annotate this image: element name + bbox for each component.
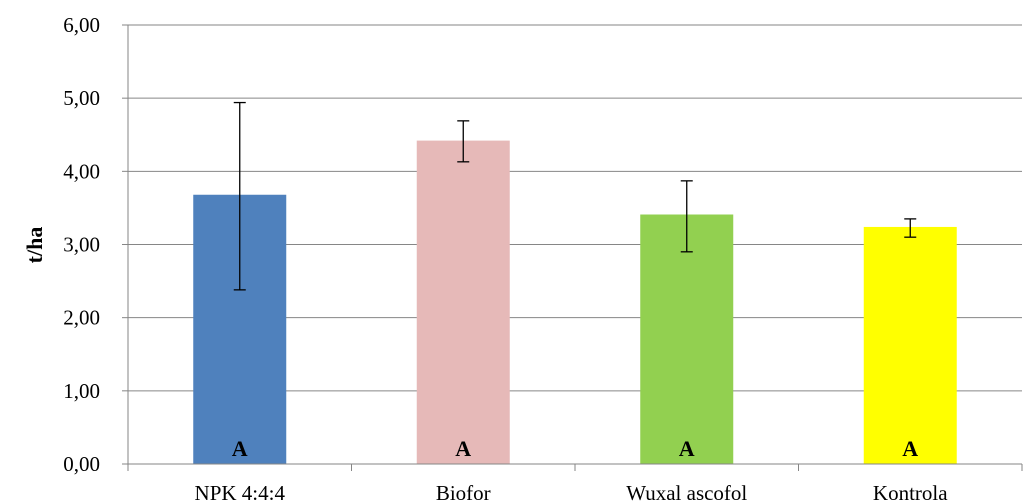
y-tick-label: 6,00 xyxy=(63,13,100,37)
y-tick-label: 1,00 xyxy=(63,379,100,403)
y-axis-title: t/ha xyxy=(22,227,47,264)
axes xyxy=(122,24,1023,471)
y-tick-label: 5,00 xyxy=(63,86,100,110)
significance-label: A xyxy=(455,436,471,461)
x-tick-label: Biofor xyxy=(436,481,491,504)
y-tick-label: 2,00 xyxy=(63,306,100,330)
bar xyxy=(863,226,957,464)
significance-label: A xyxy=(902,436,918,461)
y-tick-label: 0,00 xyxy=(63,452,100,476)
y-tick-label: 3,00 xyxy=(63,233,100,257)
significance-label: A xyxy=(232,436,248,461)
bar xyxy=(416,140,510,464)
x-tick-label: Wuxal ascofol xyxy=(626,481,747,504)
y-tick-label: 4,00 xyxy=(63,159,100,183)
significance-label: A xyxy=(679,436,695,461)
x-tick-label: Kontrola xyxy=(873,481,948,504)
bar xyxy=(640,214,734,464)
error-bars xyxy=(233,101,917,291)
bars xyxy=(193,140,957,464)
x-tick-label: NPK 4:4:4 xyxy=(195,481,286,504)
